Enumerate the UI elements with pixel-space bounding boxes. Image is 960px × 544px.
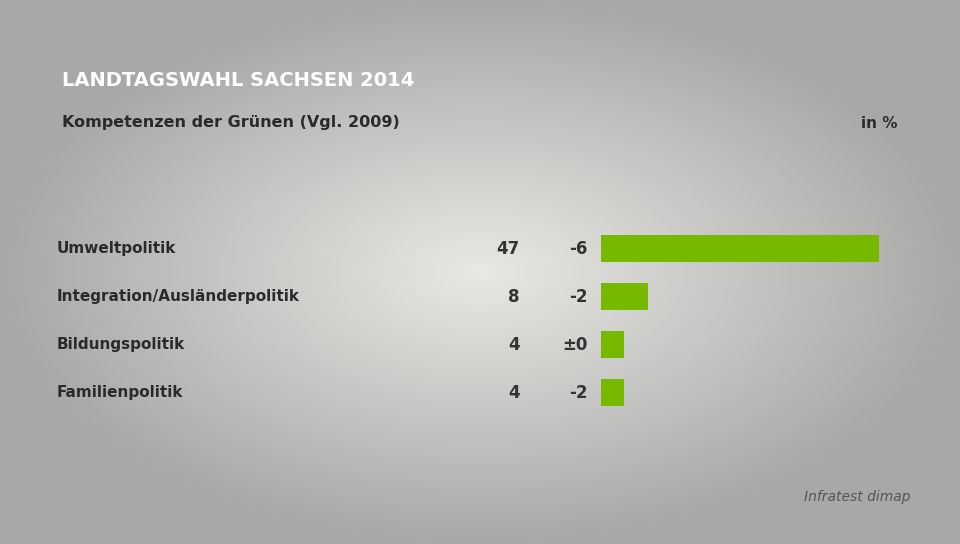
Text: 8: 8 xyxy=(508,287,519,306)
Bar xyxy=(601,379,625,406)
Text: Umweltpolitik: Umweltpolitik xyxy=(57,241,177,256)
Bar xyxy=(601,283,648,310)
Text: Integration/Ausländerpolitik: Integration/Ausländerpolitik xyxy=(57,289,300,304)
Bar xyxy=(601,235,879,262)
Text: Infratest dimap: Infratest dimap xyxy=(804,490,910,504)
Text: LANDTAGSWAHL SACHSEN 2014: LANDTAGSWAHL SACHSEN 2014 xyxy=(62,71,415,90)
Text: -2: -2 xyxy=(568,384,588,401)
Text: 47: 47 xyxy=(496,239,519,257)
Text: in %: in % xyxy=(861,115,898,131)
Text: Familienpolitik: Familienpolitik xyxy=(57,385,183,400)
Bar xyxy=(601,331,625,358)
Text: 4: 4 xyxy=(508,384,519,401)
Text: -2: -2 xyxy=(568,287,588,306)
Text: -6: -6 xyxy=(569,239,588,257)
Text: 4: 4 xyxy=(508,336,519,354)
Text: Bildungspolitik: Bildungspolitik xyxy=(57,337,185,352)
Text: ±0: ±0 xyxy=(562,336,588,354)
Text: Kompetenzen der Grünen (Vgl. 2009): Kompetenzen der Grünen (Vgl. 2009) xyxy=(62,115,399,131)
